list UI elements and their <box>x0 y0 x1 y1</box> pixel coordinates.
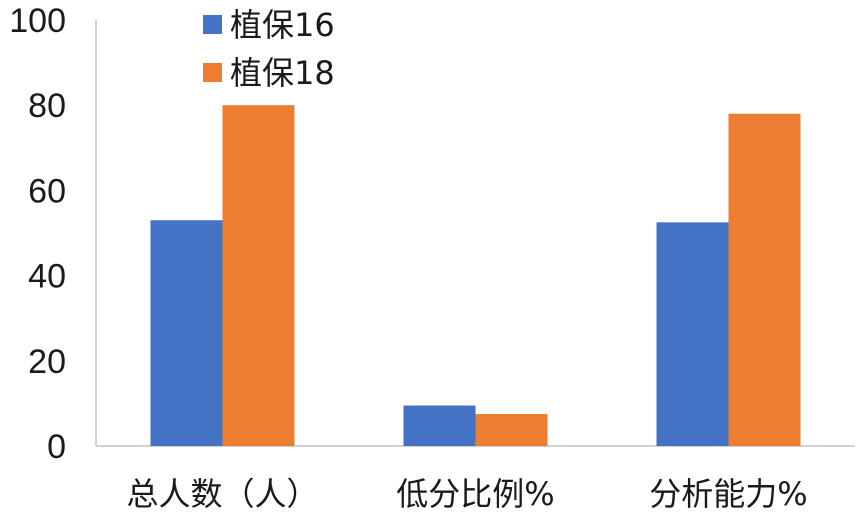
legend-swatch <box>203 63 222 82</box>
y-axis-ticks: 0 20 40 60 80 100 <box>9 2 66 466</box>
y-tick-label: 100 <box>9 2 66 40</box>
y-tick-label: 40 <box>28 258 66 296</box>
bars <box>150 105 801 446</box>
x-category-label: 总人数（人） <box>126 475 318 513</box>
bar-series-2-category-3 <box>728 113 801 446</box>
legend-swatch <box>203 15 222 34</box>
bar-series-1-category-1 <box>150 220 223 446</box>
bar-series-1-category-3 <box>656 222 729 446</box>
legend-label: 植保16 <box>230 6 335 44</box>
x-axis-labels: 总人数（人） 低分比例% 分析能力% <box>126 475 807 513</box>
y-tick-label: 60 <box>28 172 66 210</box>
x-category-label: 低分比例% <box>396 475 554 513</box>
y-tick-label: 80 <box>28 87 66 125</box>
bar-series-2-category-1 <box>222 105 295 446</box>
y-tick-label: 20 <box>28 343 66 381</box>
bar-series-2-category-2 <box>475 414 548 446</box>
y-tick-label: 0 <box>47 428 66 466</box>
legend-label: 植保18 <box>230 54 335 92</box>
legend: 植保16 植保18 <box>203 6 335 92</box>
x-category-label: 分析能力% <box>649 475 807 513</box>
bar-series-1-category-2 <box>403 405 476 446</box>
